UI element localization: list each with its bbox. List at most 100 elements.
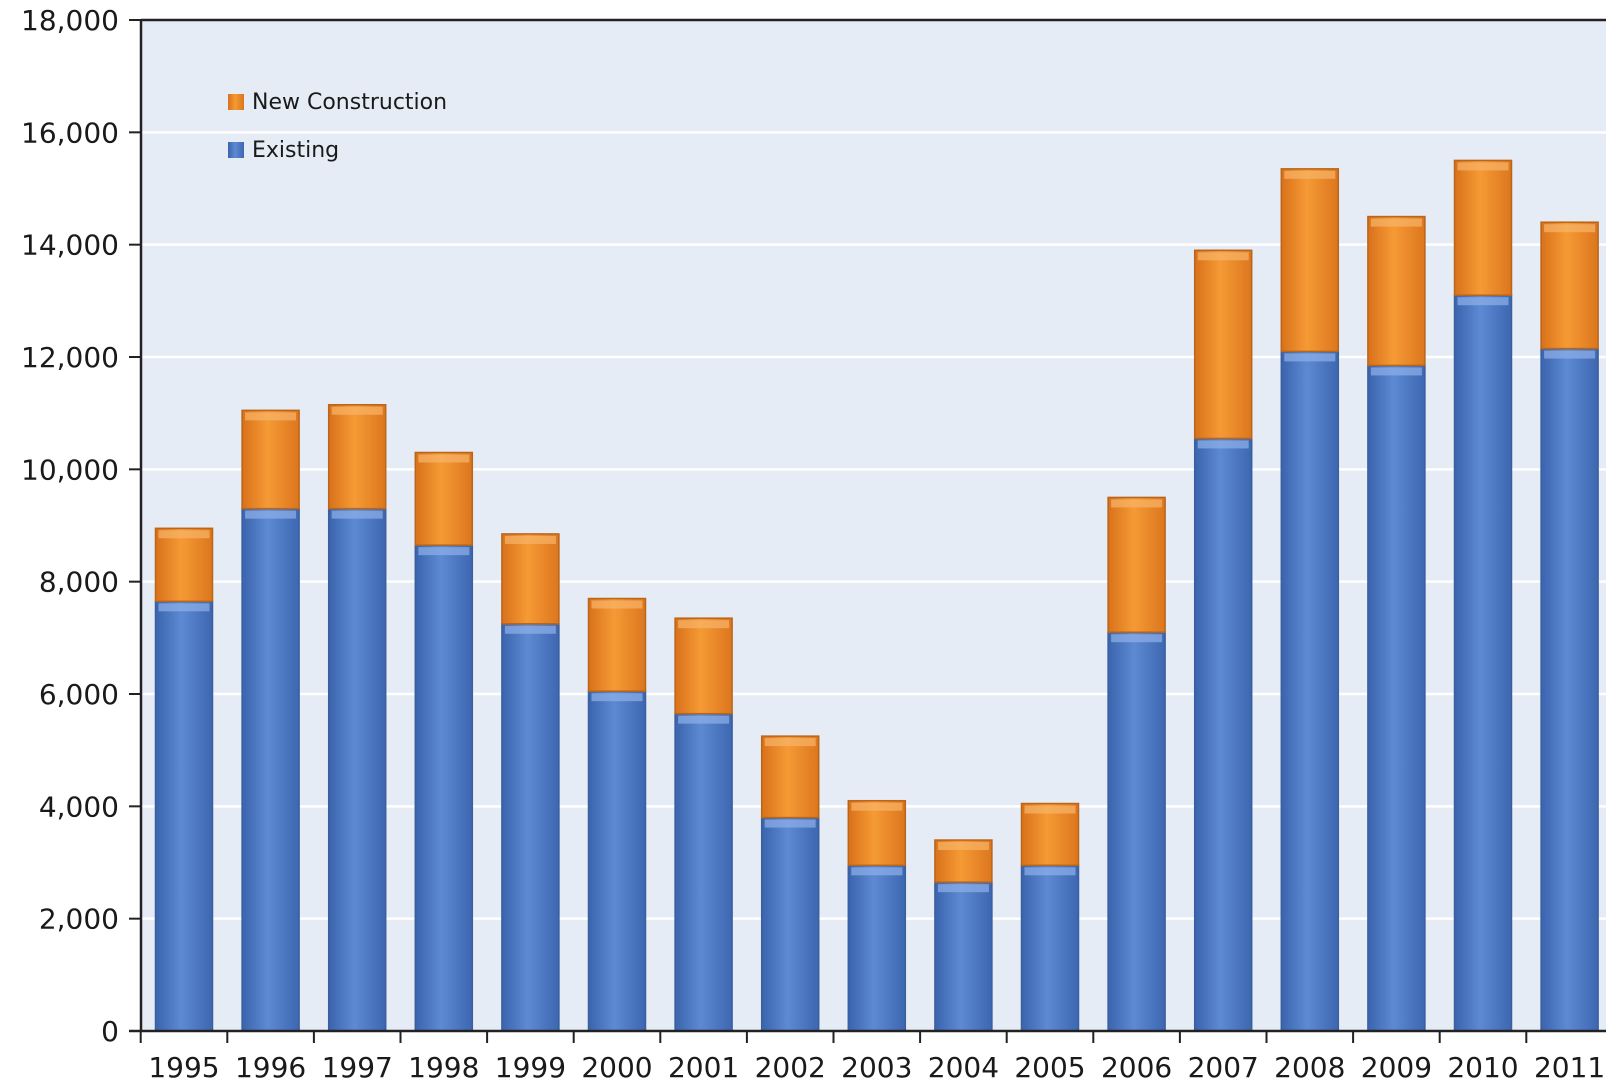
- bar-highlight-new-construction-2008: [1284, 170, 1336, 179]
- y-tick-label: 4,000: [39, 790, 119, 823]
- bar-existing-2009: [1367, 364, 1426, 1032]
- bar-highlight-existing-1998: [418, 547, 470, 556]
- bar-existing-2001: [674, 712, 733, 1032]
- bar-new-construction-2001: [674, 617, 733, 715]
- bar-highlight-existing-1996: [245, 510, 297, 519]
- bar-highlight-new-construction-2001: [678, 620, 730, 629]
- bar-highlight-existing-2011: [1544, 350, 1596, 359]
- bar-existing-2000: [587, 690, 647, 1032]
- y-axis: 0 2,000 4,000 6,000 8,000 10,000 12,000 14,000 1…: [21, 4, 1606, 1048]
- x-tick-label: 2000: [581, 1051, 652, 1084]
- y-tick-label: 0: [101, 1015, 119, 1048]
- x-tick-label: 1998: [408, 1051, 479, 1084]
- x-tick-label: 1999: [495, 1051, 566, 1084]
- bar-highlight-new-construction-1995: [158, 530, 210, 539]
- x-tick-label: 2003: [841, 1051, 912, 1084]
- bar-existing-2006: [1107, 631, 1166, 1032]
- bar-highlight-existing-2008: [1284, 353, 1336, 362]
- bar-highlight-existing-2001: [678, 715, 730, 724]
- bar-new-construction-2000: [587, 597, 647, 692]
- bar-highlight-new-construction-1996: [245, 412, 297, 421]
- x-tick-label: 2009: [1361, 1051, 1432, 1084]
- bar-highlight-new-construction-2004: [937, 842, 989, 851]
- bar-new-construction-1999: [501, 533, 560, 625]
- y-tick-label: 8,000: [39, 566, 119, 599]
- y-tick-label: 12,000: [21, 341, 119, 374]
- bar-highlight-existing-2010: [1457, 297, 1509, 306]
- y-tick-label: 10,000: [21, 453, 119, 486]
- bar-highlight-new-construction-1997: [331, 406, 383, 415]
- bar-existing-2002: [760, 816, 820, 1032]
- bar-highlight-new-construction-2009: [1370, 218, 1422, 227]
- bar-highlight-existing-2004: [937, 884, 989, 893]
- bar-highlight-new-construction-2011: [1544, 224, 1596, 233]
- x-tick-label: 2005: [1014, 1051, 1085, 1084]
- bar-existing-1995: [154, 600, 214, 1032]
- bar-existing-2011: [1540, 347, 1599, 1032]
- bar-highlight-existing-1995: [158, 603, 210, 612]
- bar-highlight-existing-2006: [1111, 634, 1163, 643]
- legend-swatch-existing: [228, 142, 244, 158]
- bar-highlight-existing-2000: [591, 693, 643, 702]
- legend: New Construction Existing: [228, 90, 447, 163]
- bar-new-construction-1997: [327, 403, 387, 510]
- x-axis: 1995 1996 1997 1998 1999 2000 2001 2002 2003 2004…: [129, 1029, 1606, 1084]
- bar-existing-2005: [1020, 864, 1080, 1032]
- x-tick-label: 2002: [755, 1051, 826, 1084]
- x-tick-label: 2008: [1274, 1051, 1345, 1084]
- bar-new-construction-2011: [1540, 221, 1599, 350]
- x-tick-label: 2007: [1188, 1051, 1259, 1084]
- y-tick-label: 2,000: [39, 903, 119, 936]
- bar-highlight-new-construction-2000: [591, 600, 643, 609]
- bar-existing-1999: [501, 623, 560, 1032]
- x-tick-label: 1995: [148, 1051, 219, 1084]
- bar-highlight-new-construction-2003: [851, 802, 903, 811]
- bar-existing-2010: [1453, 294, 1513, 1032]
- bar-highlight-new-construction-2006: [1111, 499, 1163, 508]
- bar-highlight-existing-2007: [1197, 440, 1249, 449]
- x-tick-label: 2011: [1534, 1051, 1605, 1084]
- bar-existing-2008: [1280, 350, 1340, 1032]
- x-tick-label: 2001: [668, 1051, 739, 1084]
- bar-existing-2007: [1193, 437, 1253, 1032]
- bar-highlight-new-construction-2005: [1024, 805, 1076, 814]
- bar-highlight-existing-1999: [504, 625, 556, 634]
- legend-label-existing: Existing: [252, 138, 339, 163]
- bar-highlight-new-construction-2002: [764, 738, 816, 747]
- bars: [154, 159, 1599, 1032]
- bar-new-construction-1996: [241, 409, 300, 510]
- y-tick-label: 18,000: [21, 4, 119, 37]
- bar-highlight-new-construction-1998: [418, 454, 470, 463]
- bar-highlight-existing-2009: [1370, 367, 1422, 376]
- bar-highlight-new-construction-1999: [504, 535, 556, 544]
- bar-highlight-existing-2003: [851, 867, 903, 876]
- legend-label-new-construction: New Construction: [252, 90, 447, 115]
- legend-swatch-new-construction: [228, 94, 244, 110]
- bar-new-construction-2009: [1367, 215, 1426, 367]
- bar-existing-1996: [241, 507, 300, 1032]
- bar-highlight-new-construction-2010: [1457, 162, 1509, 171]
- x-tick-label: 2006: [1101, 1051, 1172, 1084]
- y-tick-label: 16,000: [21, 116, 119, 149]
- x-tick-label: 1997: [322, 1051, 393, 1084]
- bar-new-construction-1998: [414, 451, 474, 546]
- bar-new-construction-2010: [1453, 159, 1513, 296]
- bar-new-construction-2006: [1107, 496, 1166, 633]
- bar-highlight-existing-1997: [331, 510, 383, 519]
- x-tick-label: 2010: [1447, 1051, 1518, 1084]
- bar-highlight-new-construction-2007: [1197, 252, 1249, 261]
- bar-existing-2003: [847, 864, 907, 1032]
- bar-highlight-existing-2002: [764, 819, 816, 828]
- x-tick-label: 1996: [235, 1051, 306, 1084]
- bar-new-construction-1995: [154, 527, 214, 603]
- bar-new-construction-2002: [760, 735, 820, 819]
- bar-existing-1998: [414, 544, 474, 1032]
- bar-new-construction-2008: [1280, 168, 1340, 353]
- y-tick-label: 6,000: [39, 678, 119, 711]
- bar-new-construction-2003: [847, 799, 907, 867]
- bar-existing-1997: [327, 507, 387, 1032]
- x-tick-label: 2004: [928, 1051, 999, 1084]
- bar-new-construction-2007: [1193, 249, 1253, 440]
